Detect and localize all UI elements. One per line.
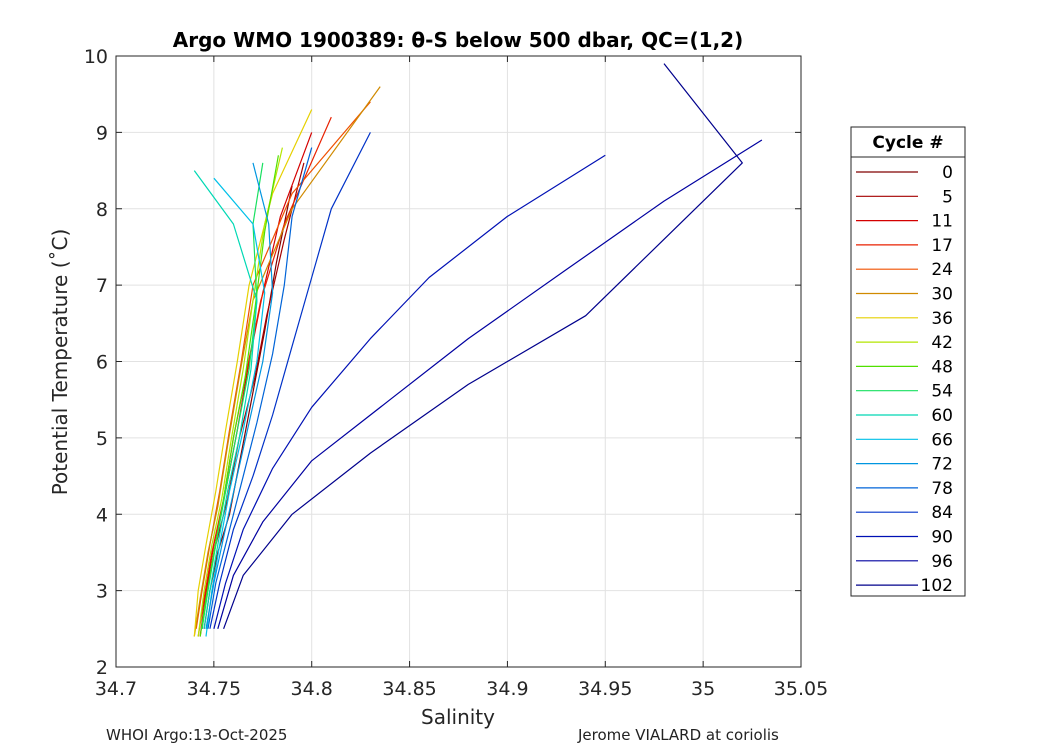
y-tick-label: 4	[96, 504, 108, 526]
x-tick-label: 34.8	[291, 678, 333, 700]
x-tick-label: 34.85	[382, 678, 436, 700]
legend-label-cycle-30: 30	[931, 285, 953, 305]
series-group	[193, 63, 763, 637]
y-tick-label: 7	[96, 275, 108, 297]
legend-label-cycle-78: 78	[931, 479, 953, 499]
legend-label-cycle-24: 24	[931, 260, 953, 280]
legend-items: 0 5 11 17 24 30 36 42 48 54 60 66 72 78 84 90 96 102	[856, 163, 953, 596]
legend-label-cycle-0: 0	[942, 163, 953, 183]
series-line-cycle-84	[209, 132, 371, 629]
legend-title: Cycle #	[872, 133, 943, 153]
x-tick-label: 35.05	[774, 678, 828, 700]
x-tick-label: 35	[691, 678, 715, 700]
footer-author: Jerome VIALARD at coriolis	[578, 726, 779, 744]
legend-label-cycle-54: 54	[931, 382, 953, 402]
y-tick-label: 6	[96, 352, 108, 374]
series-line-cycle-96	[217, 139, 763, 629]
y-tick-label: 3	[96, 581, 108, 603]
x-tick-label: 34.7	[95, 678, 137, 700]
legend: Cycle # 0 5 11 17 24 30 36 42 48 54 60 66 72 78 84 90 96…	[850, 126, 966, 597]
series-line-cycle-42	[197, 147, 283, 637]
x-tick-label: 34.95	[578, 678, 632, 700]
legend-label-cycle-36: 36	[931, 309, 953, 329]
legend-label-cycle-84: 84	[931, 503, 953, 523]
x-axis-label: Salinity	[421, 705, 495, 729]
legend-label-cycle-66: 66	[931, 430, 953, 450]
legend-label-cycle-90: 90	[931, 528, 953, 548]
series-line-cycle-48	[199, 155, 279, 637]
legend-label-cycle-42: 42	[931, 333, 953, 353]
series-line-cycle-78	[207, 147, 313, 629]
x-tick-label: 34.9	[486, 678, 528, 700]
chart-title: Argo WMO 1900389: θ-S below 500 dbar, QC…	[173, 28, 743, 52]
legend-label-cycle-5: 5	[942, 187, 953, 207]
tick-labels: 34.7 34.75 34.8 34.85 34.9 34.95 35 35.05 2 3 4 5 6 7…	[84, 46, 828, 700]
y-axis-label: Potential Temperature (˚C)	[48, 229, 72, 496]
series-line-cycle-72	[205, 162, 274, 629]
y-tick-label: 2	[96, 657, 108, 679]
series-line-cycle-60	[193, 170, 258, 629]
legend-label-cycle-96: 96	[931, 552, 953, 572]
legend-label-cycle-17: 17	[931, 236, 953, 256]
legend-label-cycle-11: 11	[931, 212, 953, 232]
series-line-cycle-66	[205, 177, 266, 637]
legend-label-cycle-102: 102	[921, 576, 953, 596]
legend-label-cycle-60: 60	[931, 406, 953, 426]
plot-frame	[115, 55, 802, 668]
series-line-cycle-90	[213, 154, 606, 629]
x-tick-label: 34.75	[187, 678, 241, 700]
series-line-cycle-54	[201, 162, 264, 629]
y-tick-label: 9	[96, 122, 108, 144]
series-line-cycle-30	[193, 86, 381, 637]
legend-label-cycle-72: 72	[931, 455, 953, 475]
footer-source: WHOI Argo:13-Oct-2025	[106, 726, 288, 744]
y-tick-label: 8	[96, 199, 108, 221]
y-tick-label: 10	[84, 46, 108, 68]
y-tick-label: 5	[96, 428, 108, 450]
series-line-cycle-102	[223, 63, 743, 630]
legend-box	[850, 126, 966, 597]
legend-label-cycle-48: 48	[931, 357, 953, 377]
